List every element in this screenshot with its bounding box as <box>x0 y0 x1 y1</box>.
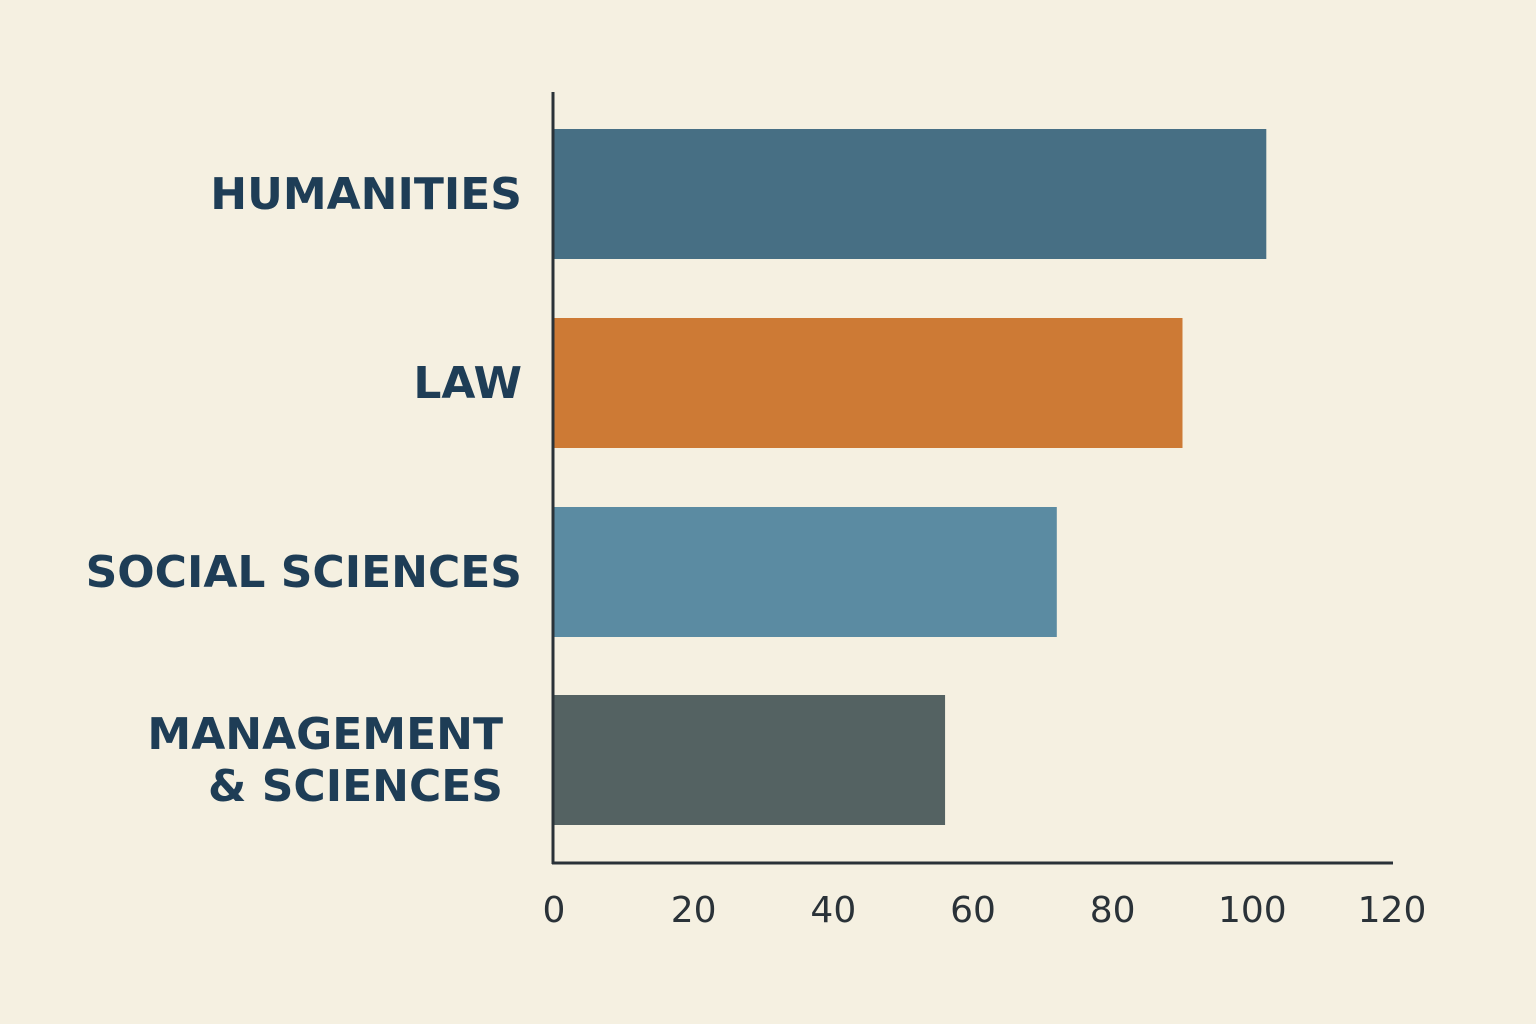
x-tick-label-6: 120 <box>1358 890 1427 931</box>
bar-3 <box>554 695 946 825</box>
x-tick-label-0: 0 <box>543 890 566 931</box>
x-tick-label-5: 100 <box>1218 890 1287 931</box>
bar-0 <box>554 129 1267 259</box>
x-tick-labels-group: 0 20 40 60 80 100 120 <box>543 890 1427 931</box>
bar-2 <box>554 507 1057 637</box>
bar-1 <box>554 318 1183 448</box>
category-label-line-3-1: & SCIENCES <box>208 761 503 812</box>
category-label-line-3-0: MANAGEMENT <box>147 709 503 760</box>
category-label-1: LAW <box>413 358 522 409</box>
category-label-line-2-0: SOCIAL SCIENCES <box>86 547 522 598</box>
category-label-0: HUMANITIES <box>210 169 522 220</box>
x-tick-label-3: 60 <box>950 890 996 931</box>
bars-group <box>554 129 1267 825</box>
x-tick-label-4: 80 <box>1090 890 1136 931</box>
category-label-line-1-0: LAW <box>413 358 522 409</box>
category-label-2: SOCIAL SCIENCES <box>86 547 522 598</box>
x-tick-label-1: 20 <box>671 890 717 931</box>
x-tick-label-2: 40 <box>810 890 856 931</box>
category-label-3: MANAGEMENT & SCIENCES <box>147 709 503 812</box>
category-labels-group: HUMANITIES LAW SOCIAL SCIENCES MANAGEMENT & … <box>86 169 522 812</box>
category-label-line-0-0: HUMANITIES <box>210 169 522 220</box>
